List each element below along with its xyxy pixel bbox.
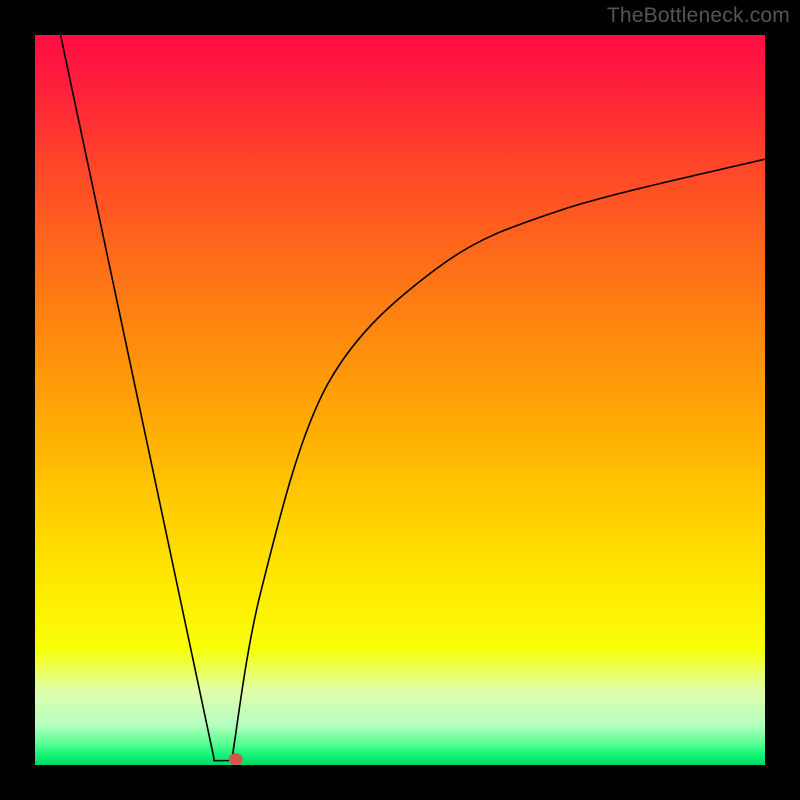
bottleneck-chart: [0, 0, 800, 800]
optimal-point-marker: [229, 753, 243, 765]
watermark-text: TheBottleneck.com: [607, 4, 790, 28]
gradient-background: [35, 35, 765, 765]
chart-container: TheBottleneck.com: [0, 0, 800, 800]
